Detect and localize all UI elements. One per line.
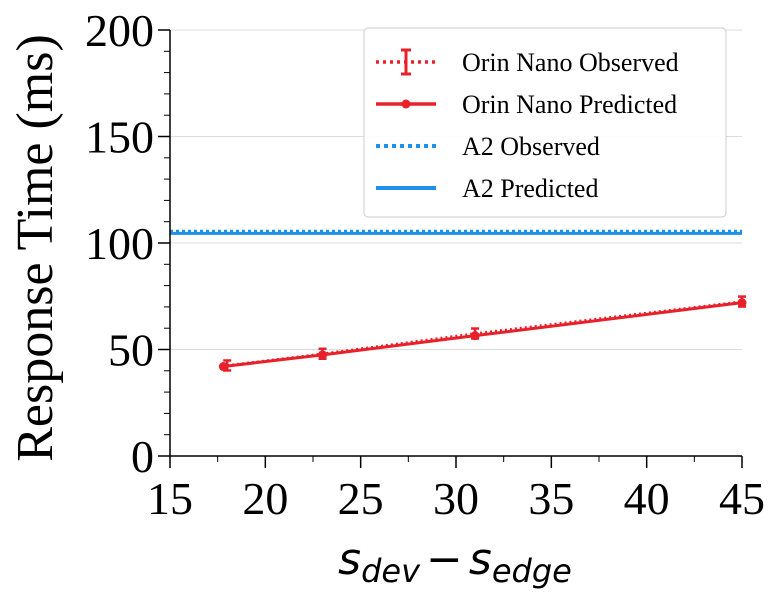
xlabel-minus: − bbox=[426, 534, 463, 585]
legend-box bbox=[363, 27, 727, 218]
legend-marker-orin-nano-predicted bbox=[401, 99, 411, 109]
legend-label-orin-nano-observed: Orin Nano Observed bbox=[462, 48, 679, 77]
x-axis-title: sdev − sedge bbox=[338, 534, 572, 590]
x-tick-label-25: 25 bbox=[338, 473, 384, 524]
xlabel-base-1: s bbox=[338, 534, 361, 585]
y-tick-label-0: 0 bbox=[131, 431, 154, 482]
orin-nano-predicted-line bbox=[223, 301, 743, 369]
ticks: 0 50 100 150 200 15 20 25 30 35 40 45 bbox=[85, 5, 765, 524]
y-axis-title: Response Time (ms) bbox=[7, 34, 64, 462]
xlabel-base-2: s bbox=[469, 534, 492, 585]
x-tick-label-35: 35 bbox=[528, 473, 574, 524]
xlabel-sub-2: edge bbox=[492, 552, 572, 590]
xlabel-sub-1: dev bbox=[361, 552, 421, 590]
legend: Orin Nano Observed Orin Nano Predicted A2 … bbox=[363, 27, 727, 218]
x-tick-label-20: 20 bbox=[242, 473, 288, 524]
y-tick-label-150: 150 bbox=[85, 112, 154, 163]
y-tick-label-100: 100 bbox=[85, 218, 154, 269]
orin-nano-predicted-point-45 bbox=[737, 298, 747, 308]
series-layer bbox=[170, 229, 747, 372]
legend-label-a2-observed: A2 Observed bbox=[462, 132, 600, 161]
orin-nano-predicted-point-23 bbox=[318, 350, 328, 360]
x-tick-label-40: 40 bbox=[624, 473, 670, 524]
y-tick-label-50: 50 bbox=[108, 325, 154, 376]
orin-nano-predicted-point-31 bbox=[470, 331, 480, 341]
x-tick-label-45: 45 bbox=[719, 473, 765, 524]
legend-label-orin-nano-predicted: Orin Nano Predicted bbox=[462, 90, 677, 119]
y-tick-label-200: 200 bbox=[85, 5, 154, 56]
x-tick-label-30: 30 bbox=[433, 473, 479, 524]
x-tick-label-15: 15 bbox=[147, 473, 193, 524]
orin-nano-predicted-point-17.8 bbox=[218, 362, 228, 372]
legend-label-a2-predicted: A2 Predicted bbox=[462, 174, 598, 203]
